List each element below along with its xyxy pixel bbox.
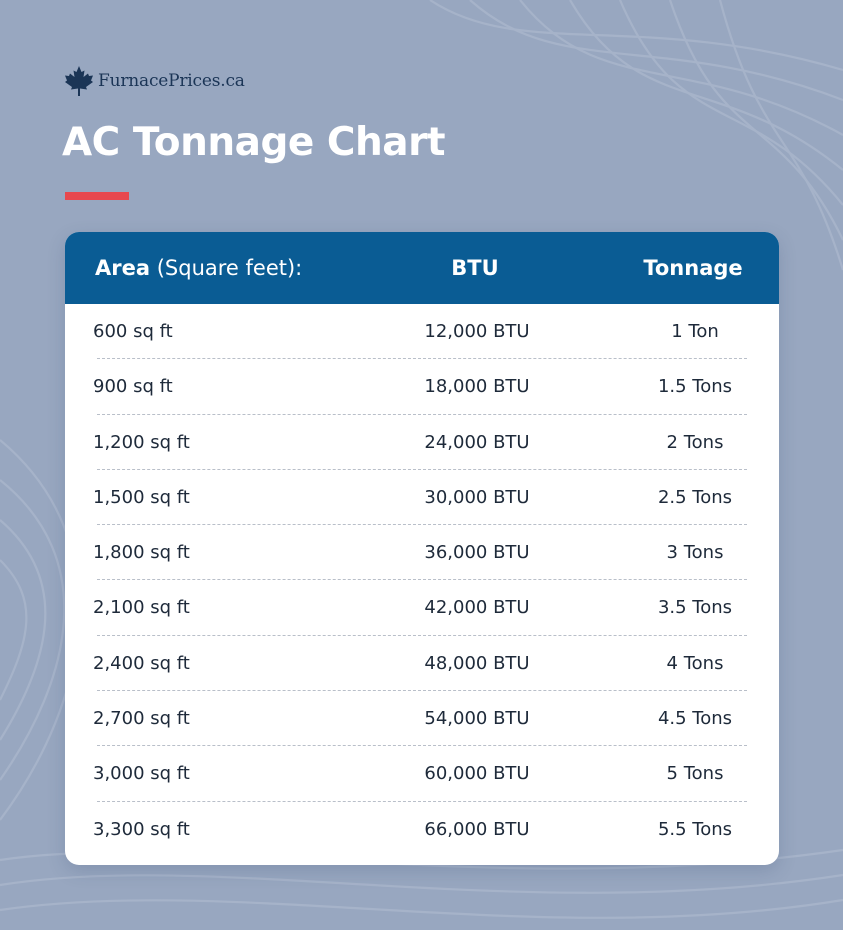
table-row: 2,400 sq ft 48,000 BTU 4 Tons: [93, 636, 747, 692]
area-cell: 3,000 sq ft: [93, 763, 190, 785]
tonnage-cell: 4.5 Tons: [657, 708, 733, 730]
header-btu: BTU: [451, 256, 499, 280]
tonnage-cell: 1.5 Tons: [657, 376, 733, 398]
tonnage-cell: 1 Ton: [671, 321, 719, 342]
table-row: 1,500 sq ft 30,000 BTU 2.5 Tons: [93, 470, 747, 526]
tonnage-cell: 3.5 Tons: [657, 597, 733, 619]
brand-name: FurnacePrices.ca: [98, 71, 245, 91]
maple-leaf-icon: [65, 66, 93, 96]
btu-cell: 30,000 BTU: [424, 486, 530, 508]
area-cell: 900 sq ft: [93, 376, 173, 398]
page-title: AC Tonnage Chart: [62, 120, 445, 165]
tonnage-cell: 4 Tons: [666, 652, 724, 674]
table-row: 3,000 sq ft 60,000 BTU 5 Tons: [93, 746, 747, 802]
area-cell: 1,800 sq ft: [93, 542, 190, 564]
area-cell: 1,200 sq ft: [93, 431, 190, 453]
table-header: Area (Square feet): BTU Tonnage: [65, 232, 779, 304]
area-cell: 3,300 sq ft: [93, 818, 190, 840]
header-tonnage: Tonnage: [643, 256, 743, 280]
area-cell: 600 sq ft: [93, 321, 173, 342]
btu-cell: 42,000 BTU: [424, 597, 530, 619]
table-row: 900 sq ft 18,000 BTU 1.5 Tons: [93, 359, 747, 415]
brand-logo[interactable]: FurnacePrices.ca: [64, 64, 245, 98]
area-cell: 2,700 sq ft: [93, 708, 190, 730]
btu-cell: 12,000 BTU: [424, 321, 530, 342]
table-row: 1,200 sq ft 24,000 BTU 2 Tons: [93, 415, 747, 470]
header-area: Area (Square feet):: [95, 232, 302, 304]
tonnage-cell: 2.5 Tons: [657, 486, 733, 508]
tonnage-cell: 5.5 Tons: [657, 818, 733, 840]
btu-cell: 48,000 BTU: [424, 652, 530, 674]
area-cell: 2,400 sq ft: [93, 652, 190, 674]
tonnage-table: Area (Square feet): BTU Tonnage 600 sq f…: [65, 232, 779, 865]
btu-cell: 66,000 BTU: [424, 818, 530, 840]
table-row: 2,700 sq ft 54,000 BTU 4.5 Tons: [93, 691, 747, 747]
tonnage-cell: 2 Tons: [666, 431, 724, 453]
btu-cell: 60,000 BTU: [424, 763, 530, 785]
area-cell: 2,100 sq ft: [93, 597, 190, 619]
table-row: 2,100 sq ft 42,000 BTU 3.5 Tons: [93, 580, 747, 636]
btu-cell: 24,000 BTU: [424, 431, 530, 453]
table-body: 600 sq ft 12,000 BTU 1 Ton 900 sq ft 18,…: [65, 304, 779, 857]
area-cell: 1,500 sq ft: [93, 486, 190, 508]
btu-cell: 36,000 BTU: [424, 542, 530, 564]
table-row: 1,800 sq ft 36,000 BTU 3 Tons: [93, 525, 747, 581]
header-area-label: Area: [95, 256, 151, 280]
table-row: 3,300 sq ft 66,000 BTU 5.5 Tons: [93, 802, 747, 857]
tonnage-cell: 3 Tons: [666, 542, 724, 564]
title-underline: [65, 192, 129, 200]
header-area-unit: (Square feet):: [156, 256, 303, 280]
table-row: 600 sq ft 12,000 BTU 1 Ton: [93, 304, 747, 360]
btu-cell: 18,000 BTU: [424, 376, 530, 398]
btu-cell: 54,000 BTU: [424, 708, 530, 730]
tonnage-cell: 5 Tons: [666, 763, 724, 785]
